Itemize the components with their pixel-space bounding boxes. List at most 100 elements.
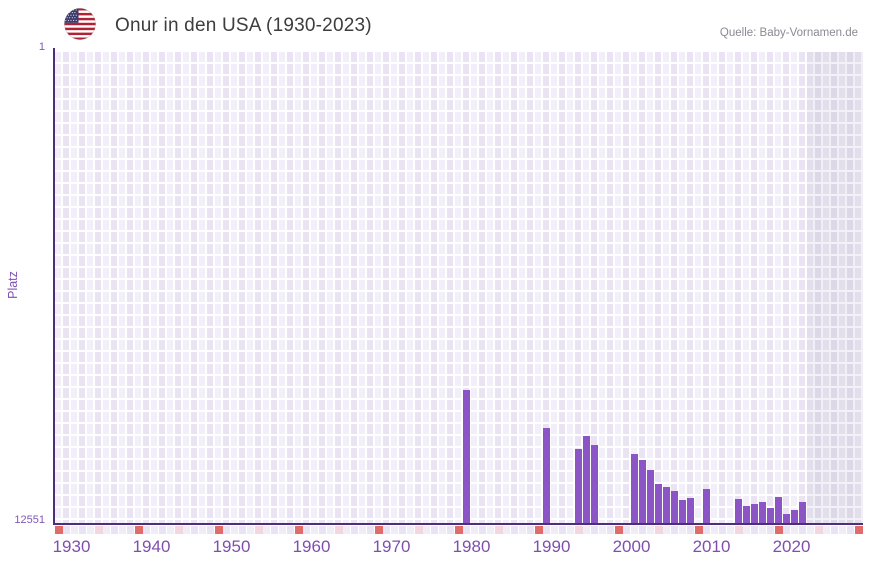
year-marker-1958	[279, 526, 286, 534]
year-marker-1931	[63, 526, 70, 534]
x-tick-2010: 2010	[692, 537, 731, 556]
rank-bar-2005[interactable]	[655, 484, 662, 524]
year-marker-1967	[351, 526, 358, 534]
year-marker-1975	[414, 526, 423, 534]
rank-bar-2020[interactable]	[775, 497, 782, 524]
chart-title: Onur in den USA (1930-2023)	[115, 15, 372, 36]
x-tick-1930: 1930	[52, 537, 91, 556]
year-marker-1976	[423, 526, 430, 534]
year-marker-1960	[294, 526, 303, 534]
year-marker-1945	[174, 526, 183, 534]
year-marker-1980	[454, 526, 463, 534]
rank-bar-2015[interactable]	[735, 499, 742, 524]
year-marker-1941	[143, 526, 150, 534]
rank-bar-1981[interactable]	[463, 390, 470, 524]
year-marker-1973	[399, 526, 406, 534]
year-marker-1988	[519, 526, 526, 534]
year-marker-1935	[94, 526, 103, 534]
year-marker-2019	[767, 526, 774, 534]
plot-grid	[54, 52, 807, 524]
year-marker-2000	[614, 526, 623, 534]
year-marker-1977	[431, 526, 438, 534]
x-tick-2020: 2020	[772, 537, 811, 556]
rank-bar-2004[interactable]	[647, 469, 654, 524]
year-marker-1936	[103, 526, 110, 534]
y-tick-top: 1	[38, 41, 45, 53]
rank-bar-2002[interactable]	[631, 453, 638, 524]
rank-bar-1996[interactable]	[583, 435, 590, 524]
year-marker-2007	[671, 526, 678, 534]
rank-bar-2006[interactable]	[663, 486, 670, 524]
year-marker-1932	[71, 526, 78, 534]
year-marker-2001	[623, 526, 630, 534]
year-marker-1959	[287, 526, 294, 534]
year-marker-1986	[503, 526, 510, 534]
year-marker-2011	[703, 526, 710, 534]
year-marker-1950	[214, 526, 223, 534]
year-marker-1994	[567, 526, 574, 534]
year-marker-1991	[543, 526, 550, 534]
rank-bar-1991[interactable]	[543, 428, 550, 524]
rank-bar-2007[interactable]	[671, 490, 678, 524]
y-tick-bottom: 12551	[14, 514, 45, 526]
year-marker-1953	[239, 526, 246, 534]
year-marker-1951	[223, 526, 230, 534]
rank-bar-1995[interactable]	[575, 449, 582, 524]
year-marker-1993	[559, 526, 566, 534]
year-marker-1947	[191, 526, 198, 534]
year-marker-1964	[327, 526, 334, 534]
year-marker-1954	[247, 526, 254, 534]
year-marker-2024	[807, 526, 814, 534]
x-tick-1940: 1940	[132, 537, 171, 556]
rank-bar-2018[interactable]	[759, 502, 766, 524]
rank-bar-2022[interactable]	[791, 509, 798, 524]
rank-bar-2003[interactable]	[639, 459, 646, 524]
year-marker-2021	[783, 526, 790, 534]
year-marker-1952	[231, 526, 238, 534]
year-marker-1971	[383, 526, 390, 534]
rank-bar-2021[interactable]	[783, 513, 790, 524]
year-marker-1970	[374, 526, 383, 534]
year-marker-1987	[511, 526, 518, 534]
rank-bar-2011[interactable]	[703, 489, 710, 524]
year-marker-2005	[654, 526, 663, 534]
year-marker-1937	[111, 526, 118, 534]
year-marker-1997	[591, 526, 598, 534]
year-marker-1990	[534, 526, 543, 534]
year-marker-2028	[839, 526, 846, 534]
year-marker-1949	[207, 526, 214, 534]
rank-bar-2019[interactable]	[767, 508, 774, 524]
year-marker-1943	[159, 526, 166, 534]
x-tick-2000: 2000	[612, 537, 651, 556]
year-marker-2010	[694, 526, 703, 534]
rank-bar-2023[interactable]	[799, 501, 806, 524]
year-marker-1995	[574, 526, 583, 534]
year-marker-2002	[631, 526, 638, 534]
year-marker-2012	[711, 526, 718, 534]
rank-bar-2009[interactable]	[687, 497, 694, 524]
year-marker-2023	[799, 526, 806, 534]
year-marker-1963	[319, 526, 326, 534]
year-marker-2006	[663, 526, 670, 534]
rank-bar-2016[interactable]	[743, 505, 750, 524]
rank-bar-2008[interactable]	[679, 500, 686, 524]
year-marker-1969	[367, 526, 374, 534]
year-marker-1985	[494, 526, 503, 534]
usa-flag-icon	[64, 8, 96, 40]
year-marker-1989	[527, 526, 534, 534]
x-tick-1960: 1960	[292, 537, 331, 556]
year-marker-2009	[687, 526, 694, 534]
year-marker-1984	[487, 526, 494, 534]
year-marker-1948	[199, 526, 206, 534]
year-marker-1968	[359, 526, 366, 534]
x-tick-1990: 1990	[532, 537, 571, 556]
year-marker-1972	[391, 526, 398, 534]
year-marker-1999	[607, 526, 614, 534]
year-marker-1934	[87, 526, 94, 534]
year-marker-1981	[463, 526, 470, 534]
year-marker-1965	[334, 526, 343, 534]
year-marker-2025	[814, 526, 823, 534]
year-marker-1956	[263, 526, 270, 534]
rank-bar-2017[interactable]	[751, 503, 758, 524]
rank-bar-1997[interactable]	[591, 444, 598, 524]
